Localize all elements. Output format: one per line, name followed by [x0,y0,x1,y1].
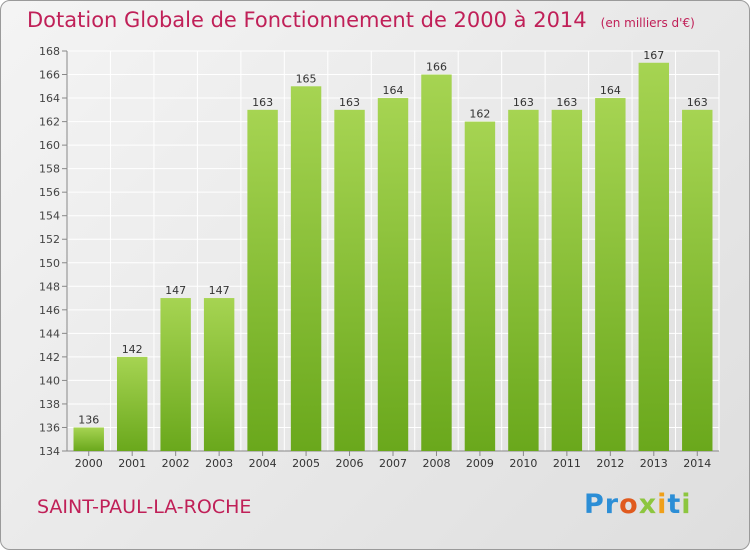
y-tick-label: 142 [39,351,60,364]
bar [334,109,365,451]
y-tick-label: 138 [39,398,60,411]
x-tick-label: 2009 [466,457,494,470]
bar [682,109,713,451]
commune-name: SAINT-PAUL-LA-ROCHE [37,496,252,518]
bar-value-label: 164 [383,84,404,97]
x-tick-label: 2001 [118,457,146,470]
bar [595,98,626,451]
title-unit: (en milliers d'€) [600,16,695,30]
logo-letter: t [667,489,682,520]
bar-value-label: 166 [426,61,447,74]
y-tick-label: 158 [39,163,60,176]
logo-letter: o [619,489,639,520]
logo-letter: r [604,489,620,520]
bar-value-label: 147 [165,284,186,297]
bar [551,109,583,451]
y-tick-label: 152 [39,233,60,246]
logo-letter: P [584,489,605,520]
y-tick-label: 150 [39,257,60,270]
bar [638,62,670,451]
x-tick-label: 2014 [683,457,711,470]
bar [116,356,148,451]
x-tick-label: 2003 [205,457,233,470]
logo-letter: i [681,489,692,520]
bar-value-label: 147 [209,284,230,297]
x-tick-label: 2004 [249,457,277,470]
y-tick-label: 148 [39,280,60,293]
bar-value-label: 136 [78,413,99,426]
bar-value-label: 162 [469,108,490,121]
x-tick-label: 2007 [379,457,407,470]
x-tick-label: 2008 [422,457,450,470]
logo-letter: x [638,489,658,520]
chart-title: Dotation Globale de Fonctionnement de 20… [27,8,695,32]
y-tick-label: 146 [39,304,60,317]
bar-value-label: 163 [252,96,273,109]
proxiti-logo: Proxiti [584,489,692,520]
bar [508,109,539,451]
bar [73,427,104,451]
bar-value-label: 167 [643,49,664,62]
y-tick-label: 156 [39,186,60,199]
y-tick-label: 154 [39,210,60,223]
x-tick-label: 2012 [596,457,624,470]
y-tick-label: 164 [39,92,60,105]
y-tick-label: 162 [39,116,60,129]
bar-value-label: 163 [556,96,577,109]
x-tick-label: 2002 [162,457,190,470]
y-tick-label: 160 [39,139,60,152]
x-tick-label: 2011 [553,457,581,470]
title-main: Dotation Globale de Fonctionnement de 20… [27,8,587,32]
bar [464,121,496,452]
bar [203,298,235,451]
x-tick-label: 2006 [336,457,364,470]
logo-letter: i [657,489,668,520]
x-tick-label: 2010 [509,457,537,470]
bar [247,109,278,451]
y-tick-label: 144 [39,327,60,340]
x-tick-label: 2000 [75,457,103,470]
bar-value-label: 142 [122,343,143,356]
bar-value-label: 165 [296,72,317,85]
y-tick-label: 140 [39,374,60,387]
bar-value-label: 163 [513,96,534,109]
bar [290,86,322,451]
y-tick-label: 136 [39,421,60,434]
bar [377,98,409,451]
bar-value-label: 163 [687,96,708,109]
y-tick-label: 166 [39,69,60,82]
bar [160,298,191,451]
bar [421,74,452,451]
bar-value-label: 164 [600,84,621,97]
y-tick-label: 134 [39,445,60,458]
x-tick-label: 2005 [292,457,320,470]
y-tick-label: 168 [39,45,60,58]
x-tick-label: 2013 [640,457,668,470]
bar-value-label: 163 [339,96,360,109]
